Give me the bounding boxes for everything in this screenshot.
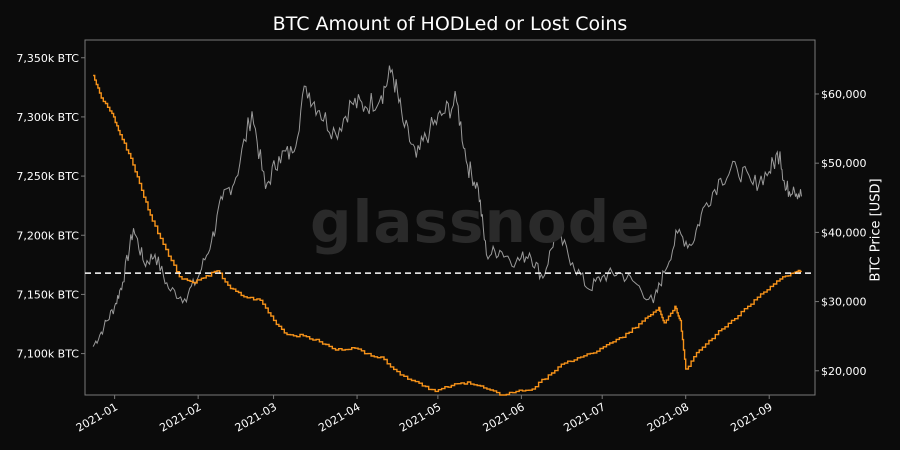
y-left-tick-label: 7,300k BTC [16, 111, 79, 124]
y-left-tick-label: 7,250k BTC [16, 170, 79, 183]
y-right-tick-label: $40,000 [821, 226, 867, 239]
y-left-tick-label: 7,150k BTC [16, 288, 79, 301]
x-tick-label: 2021-01 [74, 400, 120, 434]
x-tick-label: 2021-04 [316, 400, 362, 434]
x-tick-label: 2021-06 [481, 400, 527, 434]
y-right-tick-label: $60,000 [821, 88, 867, 101]
chart-title: BTC Amount of HODLed or Lost Coins [272, 13, 628, 35]
y-left-tick-label: 7,100k BTC [16, 348, 79, 361]
x-tick-label: 2021-03 [233, 400, 279, 434]
y-left-tick-label: 7,200k BTC [16, 229, 79, 242]
hodled-series-line [93, 74, 803, 396]
y2-axis-label: BTC Price [USD] [868, 178, 884, 282]
watermark: glassnode [310, 188, 651, 256]
y-right-tick-label: $50,000 [821, 157, 867, 170]
y-right-tick-label: $30,000 [821, 296, 867, 309]
plot-frame [84, 39, 816, 396]
x-tick-label: 2021-08 [645, 400, 691, 434]
x-tick-label: 2021-05 [397, 400, 443, 434]
price-series-line [92, 65, 802, 347]
x-tick-label: 2021-02 [157, 400, 203, 434]
x-tick-label: 2021-09 [728, 400, 774, 434]
x-tick-label: 2021-07 [561, 400, 607, 434]
y-left-tick-label: 7,350k BTC [16, 52, 79, 65]
y-right-tick-label: $20,000 [821, 365, 867, 378]
